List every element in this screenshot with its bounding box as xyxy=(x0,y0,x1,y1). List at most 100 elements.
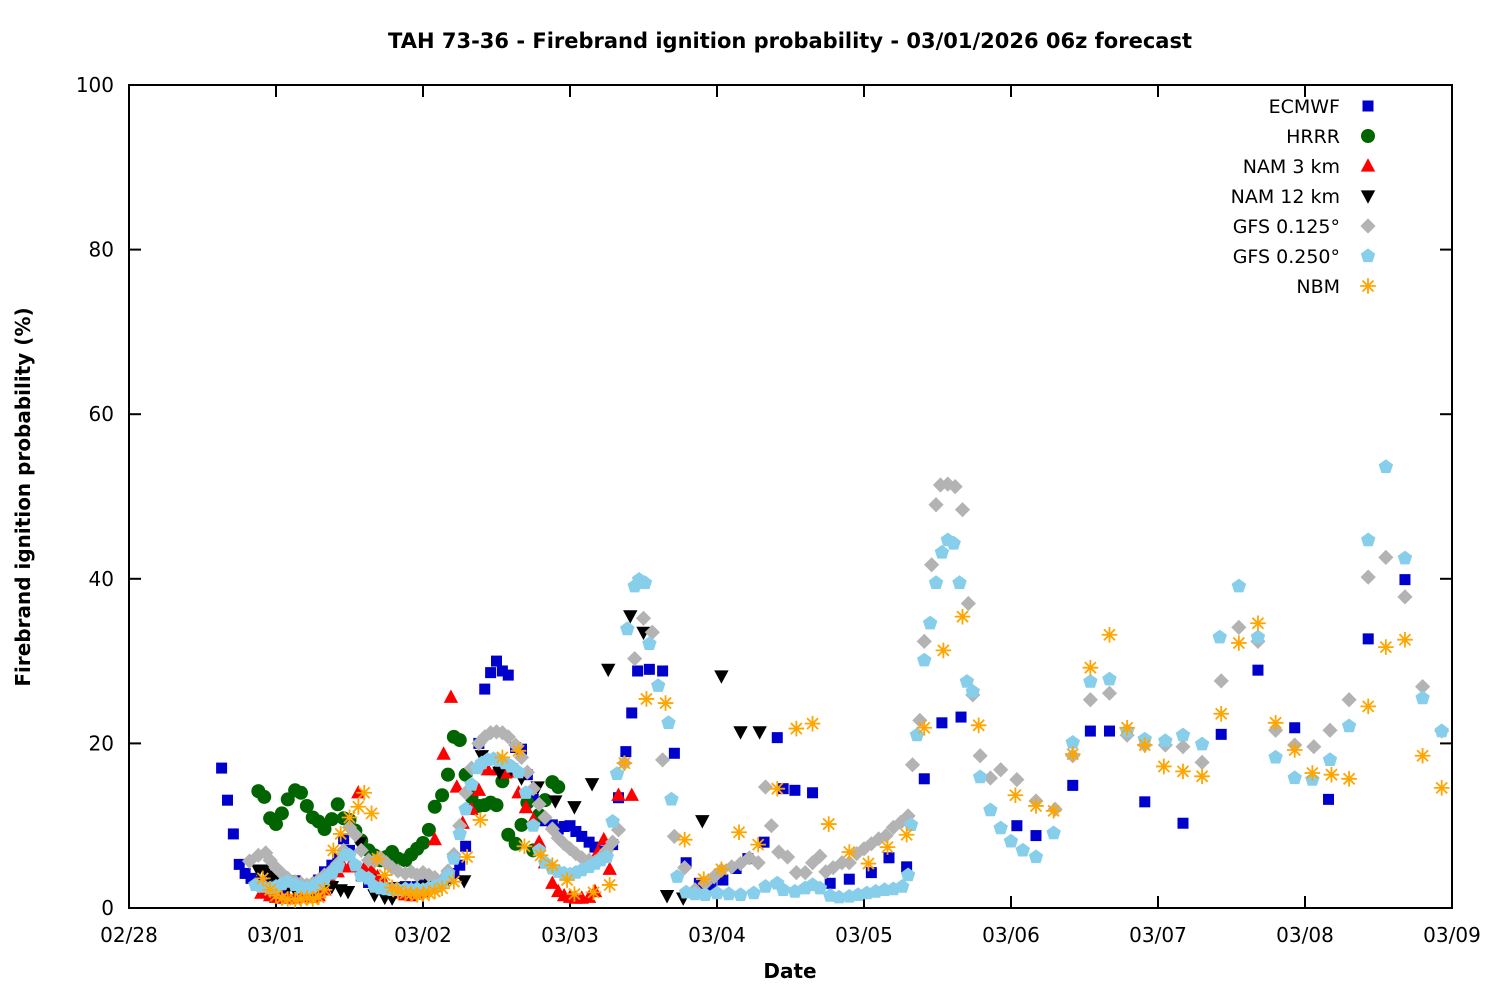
data-point-diamond xyxy=(757,779,774,795)
data-point-circle xyxy=(274,806,289,821)
data-point-pentagon xyxy=(1046,825,1061,840)
data-point-asterisk xyxy=(390,883,406,900)
data-point-diamond xyxy=(863,836,879,852)
data-point-asterisk xyxy=(350,798,367,815)
data-point-asterisk xyxy=(657,695,674,711)
data-point-asterisk xyxy=(1323,766,1340,783)
data-point-diamond xyxy=(644,624,660,640)
data-point-asterisk xyxy=(1007,787,1024,804)
data-point-asterisk xyxy=(304,891,321,907)
data-point-diamond xyxy=(1397,589,1413,605)
data-point-pentagon xyxy=(518,785,534,799)
y-tick-label: 40 xyxy=(89,567,114,591)
data-point-circle xyxy=(427,799,442,814)
y-tick-label: 80 xyxy=(89,238,114,262)
data-point-square xyxy=(1177,817,1189,829)
data-point-pentagon xyxy=(620,621,635,636)
data-point-diamond xyxy=(954,502,971,518)
data-point-diamond xyxy=(477,729,493,745)
data-point-diamond xyxy=(706,869,722,885)
data-point-asterisk xyxy=(804,715,821,732)
data-point-asterisk xyxy=(1378,639,1394,655)
data-point-diamond xyxy=(627,651,643,667)
legend-label: HRRR xyxy=(1286,126,1340,148)
data-point-diamond xyxy=(788,865,804,881)
data-point-triangle-up xyxy=(545,875,560,889)
x-tick-label: 03/06 xyxy=(982,923,1040,947)
data-point-diamond xyxy=(812,848,828,864)
data-point-diamond xyxy=(677,860,693,876)
data-point-pentagon xyxy=(1102,671,1117,686)
data-point-diamond xyxy=(947,479,963,495)
data-point-triangle-down xyxy=(567,801,582,815)
data-point-pentagon xyxy=(511,764,526,779)
x-tick-label: 03/04 xyxy=(688,923,746,947)
x-tick-label: 03/01 xyxy=(247,923,305,947)
data-point-asterisk xyxy=(1360,278,1376,294)
data-point-diamond xyxy=(940,476,956,492)
x-tick-label: 02/28 xyxy=(100,923,158,947)
x-axis-label: Date xyxy=(763,959,816,983)
data-point-square xyxy=(1215,728,1227,740)
data-point-diamond xyxy=(458,785,474,801)
data-point-asterisk xyxy=(262,882,278,898)
data-point-asterisk xyxy=(954,608,971,625)
data-point-pentagon xyxy=(900,867,916,882)
data-point-square xyxy=(1030,830,1042,842)
data-point-diamond xyxy=(409,867,425,883)
data-point-square xyxy=(955,711,967,723)
data-point-diamond xyxy=(750,855,766,871)
data-point-circle xyxy=(269,817,283,832)
data-point-pentagon xyxy=(599,849,614,864)
data-point-pentagon xyxy=(609,766,625,780)
data-point-circle xyxy=(452,733,467,748)
data-point-diamond xyxy=(885,819,901,835)
data-point-diamond xyxy=(1082,692,1098,708)
data-point-diamond xyxy=(1194,754,1210,770)
data-point-square xyxy=(807,787,819,799)
data-point-pentagon xyxy=(721,886,736,901)
data-point-asterisk xyxy=(426,883,443,900)
data-point-asterisk xyxy=(1175,763,1191,780)
data-point-diamond xyxy=(818,864,834,880)
legend-item-ecmwf: ECMWF xyxy=(1269,96,1374,118)
data-point-pentagon xyxy=(946,535,961,550)
data-point-circle xyxy=(440,767,455,782)
data-point-diamond xyxy=(550,830,566,846)
data-point-triangle-down xyxy=(623,610,638,624)
data-point-square xyxy=(717,874,729,886)
data-point-asterisk xyxy=(516,838,533,855)
data-point-diamond xyxy=(797,865,813,881)
data-point-circle xyxy=(317,821,332,836)
series-nbm xyxy=(254,608,1450,908)
data-point-asterisk xyxy=(860,855,877,872)
data-point-pentagon xyxy=(637,575,653,590)
data-point-diamond xyxy=(1322,722,1338,738)
data-point-square xyxy=(216,762,228,774)
data-point-triangle-down xyxy=(456,875,472,889)
data-point-diamond xyxy=(1415,679,1431,695)
data-point-square xyxy=(643,663,655,675)
data-point-pentagon xyxy=(348,857,363,872)
data-point-diamond xyxy=(904,757,921,773)
series-gfs-0-125- xyxy=(241,476,1450,898)
data-point-triangle-down xyxy=(733,726,748,740)
data-point-pentagon xyxy=(440,867,456,882)
data-point-asterisk xyxy=(731,824,747,841)
legend-item-nbm: NBM xyxy=(1296,276,1376,298)
data-point-pentagon xyxy=(733,887,748,901)
data-point-diamond xyxy=(1341,692,1357,708)
data-point-asterisk xyxy=(1213,705,1230,722)
data-point-pentagon xyxy=(464,776,479,791)
data-point-asterisk xyxy=(879,839,896,855)
x-tick-label: 03/02 xyxy=(394,923,452,947)
data-point-pentagon xyxy=(1397,550,1413,565)
data-point-diamond xyxy=(982,770,999,786)
data-point-pentagon xyxy=(1231,578,1247,593)
data-point-pentagon xyxy=(1194,736,1210,751)
data-point-pentagon xyxy=(1212,629,1227,644)
data-point-diamond xyxy=(972,748,988,764)
data-point-pentagon xyxy=(812,880,828,895)
legend-label: NAM 12 km xyxy=(1231,186,1340,208)
data-point-square xyxy=(221,794,233,806)
